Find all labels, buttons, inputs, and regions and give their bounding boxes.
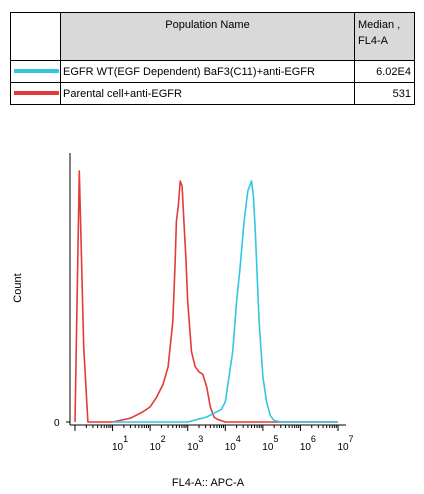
x-tick-exponent-3: 3 xyxy=(198,434,203,444)
row-2-median: 531 xyxy=(354,82,415,105)
x-tick-label-2: 10 xyxy=(150,442,162,453)
parental-cell-histogram-line xyxy=(74,170,338,423)
cyan-line-swatch xyxy=(14,69,59,73)
egfr-wt-histogram-line xyxy=(112,180,338,423)
x-tick-label-4: 10 xyxy=(225,442,237,453)
x-axis-label: FL4-A:: APC-A xyxy=(172,477,245,489)
x-tick-label-6: 10 xyxy=(300,442,312,453)
header-median: Median , FL4-A xyxy=(354,12,415,61)
x-tick-label-5: 10 xyxy=(262,442,274,453)
x-tick-label-1: 10 xyxy=(112,442,124,453)
row-2-swatch-cell xyxy=(10,82,61,105)
header-median-line1: Median , xyxy=(358,19,401,31)
y-axis-label: Count xyxy=(12,273,24,302)
x-tick-label-3: 10 xyxy=(187,442,199,453)
row-1-swatch-cell xyxy=(10,60,61,83)
row-1-population-name: EGFR WT(EGF Dependent) BaF3(C11)+anti-EG… xyxy=(60,60,355,83)
row-2-population-name: Parental cell+anti-EGFR xyxy=(60,82,355,105)
x-tick-exponent-7: 7 xyxy=(348,434,353,444)
population-table: Population Name Median , FL4-A EGFR WT(EG… xyxy=(10,12,415,105)
x-tick-exponent-4: 4 xyxy=(236,434,241,444)
x-tick-exponent-5: 5 xyxy=(273,434,278,444)
x-tick-label-7: 10 xyxy=(337,442,349,453)
row-1-median: 6.02E4 xyxy=(354,60,415,83)
red-line-swatch xyxy=(14,91,59,95)
x-tick-exponent-2: 2 xyxy=(161,434,166,444)
header-median-line2: FL4-A xyxy=(358,35,388,47)
x-tick-exponent-1: 1 xyxy=(123,434,128,444)
y-tick-label-0: 0 xyxy=(54,418,60,429)
x-tick-exponent-6: 6 xyxy=(311,434,316,444)
header-blank-cell xyxy=(10,12,61,61)
